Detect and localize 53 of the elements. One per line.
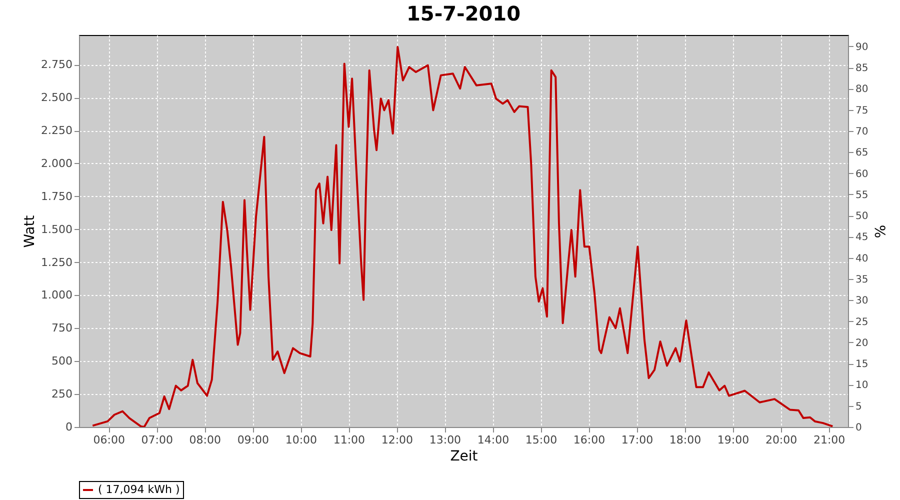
y-tick-label: 1.500 — [41, 222, 72, 236]
y2-axis-title: % — [871, 224, 888, 238]
y2-tick-label: 45 — [856, 232, 868, 244]
y2-tick-label: 5 — [856, 401, 862, 412]
y-tick-label: 1.000 — [41, 288, 72, 302]
y2-tick-label: 10 — [856, 380, 868, 392]
x-tick-label: 12:00 — [381, 434, 414, 446]
y-tick-label: 2.500 — [41, 91, 72, 104]
x-tick-label: 09:00 — [237, 434, 270, 446]
y2-tick-label: 65 — [856, 148, 868, 159]
y2-tick-label: 20 — [856, 338, 868, 349]
y2-tick-label: 25 — [856, 316, 868, 328]
y-axis-title: Watt — [22, 214, 38, 248]
x-tick-label: 08:00 — [189, 434, 221, 446]
x-tick-label: 07:00 — [141, 434, 173, 446]
y2-tick-label: 90 — [856, 42, 868, 53]
y2-tick-label: 30 — [856, 296, 868, 307]
x-tick-label: 17:00 — [621, 434, 654, 446]
x-tick-label: 15:00 — [525, 434, 558, 446]
y-tick-label: 0 — [66, 420, 72, 434]
y2-tick-label: 0 — [856, 422, 862, 434]
chart-title: 15-7-2010 — [406, 1, 521, 26]
y2-tick-label: 70 — [856, 126, 868, 138]
y2-tick-label: 40 — [856, 253, 868, 264]
y-tick-label: 500 — [52, 354, 72, 368]
x-tick-label: 16:00 — [573, 434, 606, 446]
x-tick-label: 20:00 — [765, 434, 798, 446]
y2-tick-label: 75 — [856, 105, 868, 116]
line-series — [92, 46, 834, 427]
x-tick-label: 11:00 — [333, 434, 366, 446]
y-tick-label: 750 — [52, 322, 72, 335]
x-tick-label: 14:00 — [477, 434, 510, 446]
y2-tick-label: 35 — [856, 274, 868, 286]
y-tick-label: 2.250 — [41, 124, 72, 138]
x-tick-label: 19:00 — [717, 434, 750, 446]
y2-tick-label: 80 — [856, 84, 868, 96]
x-tick-label: 18:00 — [669, 434, 702, 446]
y-tick-label: 2.750 — [41, 58, 72, 72]
y-tick-label: 1.250 — [41, 256, 72, 269]
x-tick-label: 13:00 — [429, 434, 462, 446]
y2-tick-label: 55 — [856, 190, 868, 201]
y2-tick-label: 85 — [856, 63, 868, 74]
y2-tick-label: 60 — [856, 168, 868, 180]
y2-tick-label: 50 — [856, 211, 868, 222]
y-tick-label: 1.750 — [41, 190, 72, 203]
x-tick-label: 21:00 — [813, 434, 846, 446]
x-tick-label: 10:00 — [285, 434, 318, 446]
x-tick-label: 06:00 — [93, 434, 125, 446]
y-tick-label: 250 — [52, 388, 72, 401]
x-axis-title: Zeit — [450, 448, 478, 464]
y2-tick-label: 15 — [856, 359, 868, 370]
y-tick-label: 2.000 — [41, 156, 72, 170]
legend-label: ( 17,094 kWh ) — [98, 483, 180, 496]
